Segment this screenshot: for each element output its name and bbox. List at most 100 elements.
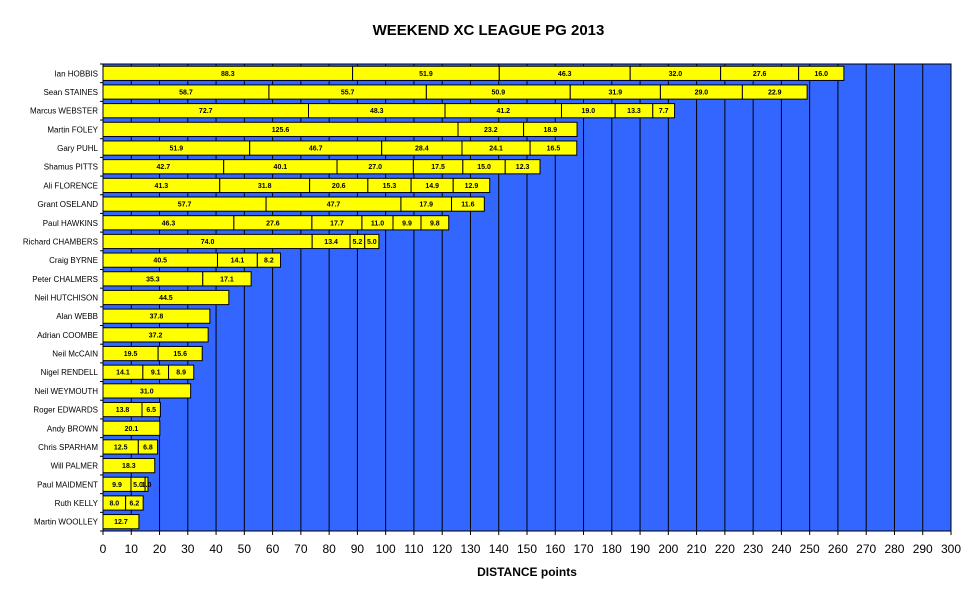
bar-value-label: 8.0 [109,500,119,507]
bar-value-label: 16.0 [814,71,828,78]
x-tick-label: 150 [517,542,537,556]
x-tick-label: 60 [266,542,280,556]
bar-value-label: 27.6 [266,220,280,227]
bar-value-label: 17.5 [431,164,445,171]
category-label: Martin FOLEY [47,125,98,134]
bar-segment [529,140,578,156]
bar-value-label: 41.3 [155,183,169,190]
bar-value-label: 46.3 [558,71,572,78]
x-tick-label: 250 [800,542,820,556]
bar-value-label: 12.7 [114,519,128,526]
x-tick-label: 290 [913,542,933,556]
x-tick-label: 240 [771,542,791,556]
bar-value-label: 18.3 [122,463,136,470]
bar-value-label: 31.0 [140,388,154,395]
bar-segment [102,289,230,306]
category-label: Sean STAINES [43,88,98,97]
x-tick-label: 70 [294,542,308,556]
bar-value-label: 19.5 [124,351,138,358]
bar-value-label: 46.3 [162,220,176,227]
bar-value-label: 29.0 [695,90,709,97]
bar-value-label: 14.9 [425,183,439,190]
bar-value-label: 48.3 [370,108,384,115]
x-tick-label: 50 [238,542,252,556]
bar-value-label: 19.0 [582,108,596,115]
category-labels: Ian HOBBIS Sean STAINES Marcus WEBSTER Mart… [23,63,103,532]
bar-value-label: 31.9 [609,90,623,97]
bar-value-label: 58.7 [179,90,193,97]
x-tick-label: 200 [658,542,678,556]
category-label: Gary PUHL [57,144,98,153]
bar-value-label: 15.6 [173,351,187,358]
bar-value-label: 11.0 [371,220,384,227]
bar-value-label: 35.3 [146,276,160,283]
bar-value-label: 40.5 [153,258,167,265]
x-tick-label: 140 [489,542,509,556]
bar-value-label: 5.0 [133,482,143,489]
x-tick-label: 110 [404,542,423,556]
bar-segment [141,401,161,418]
bar-value-label: 51.9 [170,146,184,153]
bar-value-label: 51.9 [419,71,433,78]
bar-value-label: 23.2 [484,127,498,134]
bar-segment [202,271,252,287]
bar-value-label: 37.2 [149,332,163,339]
x-tick-label: 10 [125,542,139,556]
category-label: Ruth KELLY [55,499,99,508]
bar-segment [741,84,808,100]
bar-value-label: 17.7 [330,220,344,227]
bar-value-label: 5.2 [353,239,363,246]
category-label: Chris SPARHAM [38,443,98,452]
bar-value-label: 55.7 [341,90,355,97]
category-label: Neil WEYMOUTH [34,387,98,396]
bar-value-label: 13.3 [627,108,641,115]
bar-value-label: 74.0 [201,239,215,246]
bar-value-label: 6.5 [146,407,156,414]
bar-value-label: 31.8 [258,183,272,190]
x-axis-label: DISTANCE points [477,565,577,579]
x-tick-label: 160 [545,542,565,556]
bar-segment [451,196,485,212]
bar-value-label: 46.7 [309,146,323,153]
x-tick-label: 170 [574,542,594,556]
bar-value-label: 125.6 [272,127,290,134]
bar-value-label: 32.0 [669,71,683,78]
bar-value-label: 22.9 [768,90,782,97]
x-tick-label: 80 [322,542,336,556]
bar-value-label: 13.8 [116,407,130,414]
bar-segment [102,327,209,343]
bar-value-label: 57.7 [178,202,192,209]
bar-segment [256,252,282,268]
bar-segment [504,159,541,175]
x-tick-label: 260 [828,542,848,556]
x-tick-label: 300 [941,542,961,556]
bar-value-label: 20.1 [125,426,139,433]
bars: 88.3 51.9 46.3 32.0 27.6 16.0 58.7 55.7 50.9 31.9… [102,65,845,530]
bar-value-label: 13.4 [324,239,338,246]
bar-value-label: 12.5 [114,444,128,451]
x-tick-label: 220 [715,542,735,556]
x-tick-label: 120 [432,542,452,556]
bar-value-label: 14.1 [231,258,245,265]
bar-segment [137,439,159,455]
bar-segment [102,420,161,436]
x-tick-label: 40 [209,542,223,556]
bar-value-label: 15.3 [383,183,397,190]
x-tick-label: 180 [602,542,622,556]
category-label: Andy BROWN [47,424,98,433]
chart-title: WEEKEND XC LEAGUE PG 2013 [372,22,605,39]
x-tick-label: 210 [687,542,707,556]
category-label: Will PALMER [51,462,99,471]
bar-value-label: 27.6 [753,71,767,78]
category-label: Neil HUTCHISON [34,294,98,303]
category-label: Craig BYRNE [49,256,98,265]
bar-value-label: 40.1 [274,164,288,171]
bar-value-label: 28.4 [415,146,429,153]
category-label: Marcus WEBSTER [30,107,98,116]
x-tick-label: 270 [856,542,876,556]
bar-value-label: 15.0 [477,164,491,171]
x-tick-label: 230 [743,542,763,556]
category-label: Nigel RENDELL [41,368,99,377]
bar-value-label: 88.3 [221,71,235,78]
